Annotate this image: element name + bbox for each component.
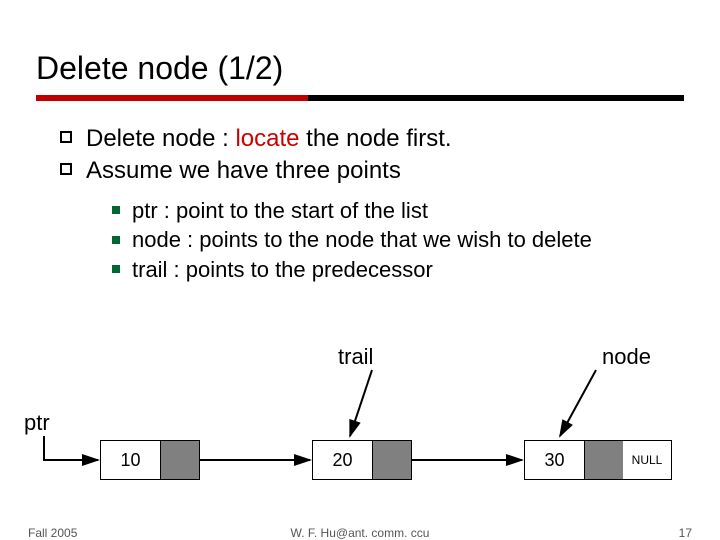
slide-title: Delete node (1/2) bbox=[0, 0, 720, 95]
node-arrow bbox=[560, 370, 596, 436]
content-area: Delete node : locate the node first. Ass… bbox=[0, 101, 720, 285]
small-bullet-icon bbox=[112, 265, 120, 273]
sub-3: trail : points to the predecessor bbox=[134, 255, 700, 285]
sub-1: ptr : point to the start of the list bbox=[134, 196, 700, 226]
bullet-1-locate: locate bbox=[235, 125, 299, 152]
underline-red bbox=[36, 95, 308, 101]
footer-center: W. F. Hu@ant. comm. ccu bbox=[291, 526, 430, 540]
bullet-1-text-b: the node first. bbox=[299, 125, 451, 152]
bullet-1-text-a: Delete node : bbox=[86, 125, 235, 152]
small-bullet-icon bbox=[112, 236, 120, 244]
underline-black bbox=[308, 95, 684, 101]
bullet-2-text: Assume we have three points bbox=[86, 157, 401, 184]
ptr-arrow bbox=[44, 436, 98, 460]
bullet-2: Assume we have three points bbox=[60, 155, 700, 187]
trail-arrow bbox=[350, 370, 372, 436]
footer-left: Fall 2005 bbox=[28, 526, 77, 540]
square-bullet-icon bbox=[60, 163, 72, 175]
sub-2-text: node : points to the node that we wish t… bbox=[132, 227, 592, 252]
sub-1-text: ptr : point to the start of the list bbox=[132, 198, 428, 223]
small-bullet-icon bbox=[112, 206, 120, 214]
arrows-svg bbox=[0, 340, 720, 520]
sub-2: node : points to the node that we wish t… bbox=[134, 225, 700, 255]
linked-list-diagram: ptr trail node 10 20 30 NULL bbox=[0, 380, 720, 500]
square-bullet-icon bbox=[60, 131, 72, 143]
bullet-1: Delete node : locate the node first. bbox=[60, 123, 700, 155]
title-underline bbox=[36, 95, 684, 101]
sub-bullets: ptr : point to the start of the list nod… bbox=[60, 188, 700, 285]
sub-3-text: trail : points to the predecessor bbox=[132, 257, 433, 282]
footer-right: 17 bbox=[679, 526, 692, 540]
